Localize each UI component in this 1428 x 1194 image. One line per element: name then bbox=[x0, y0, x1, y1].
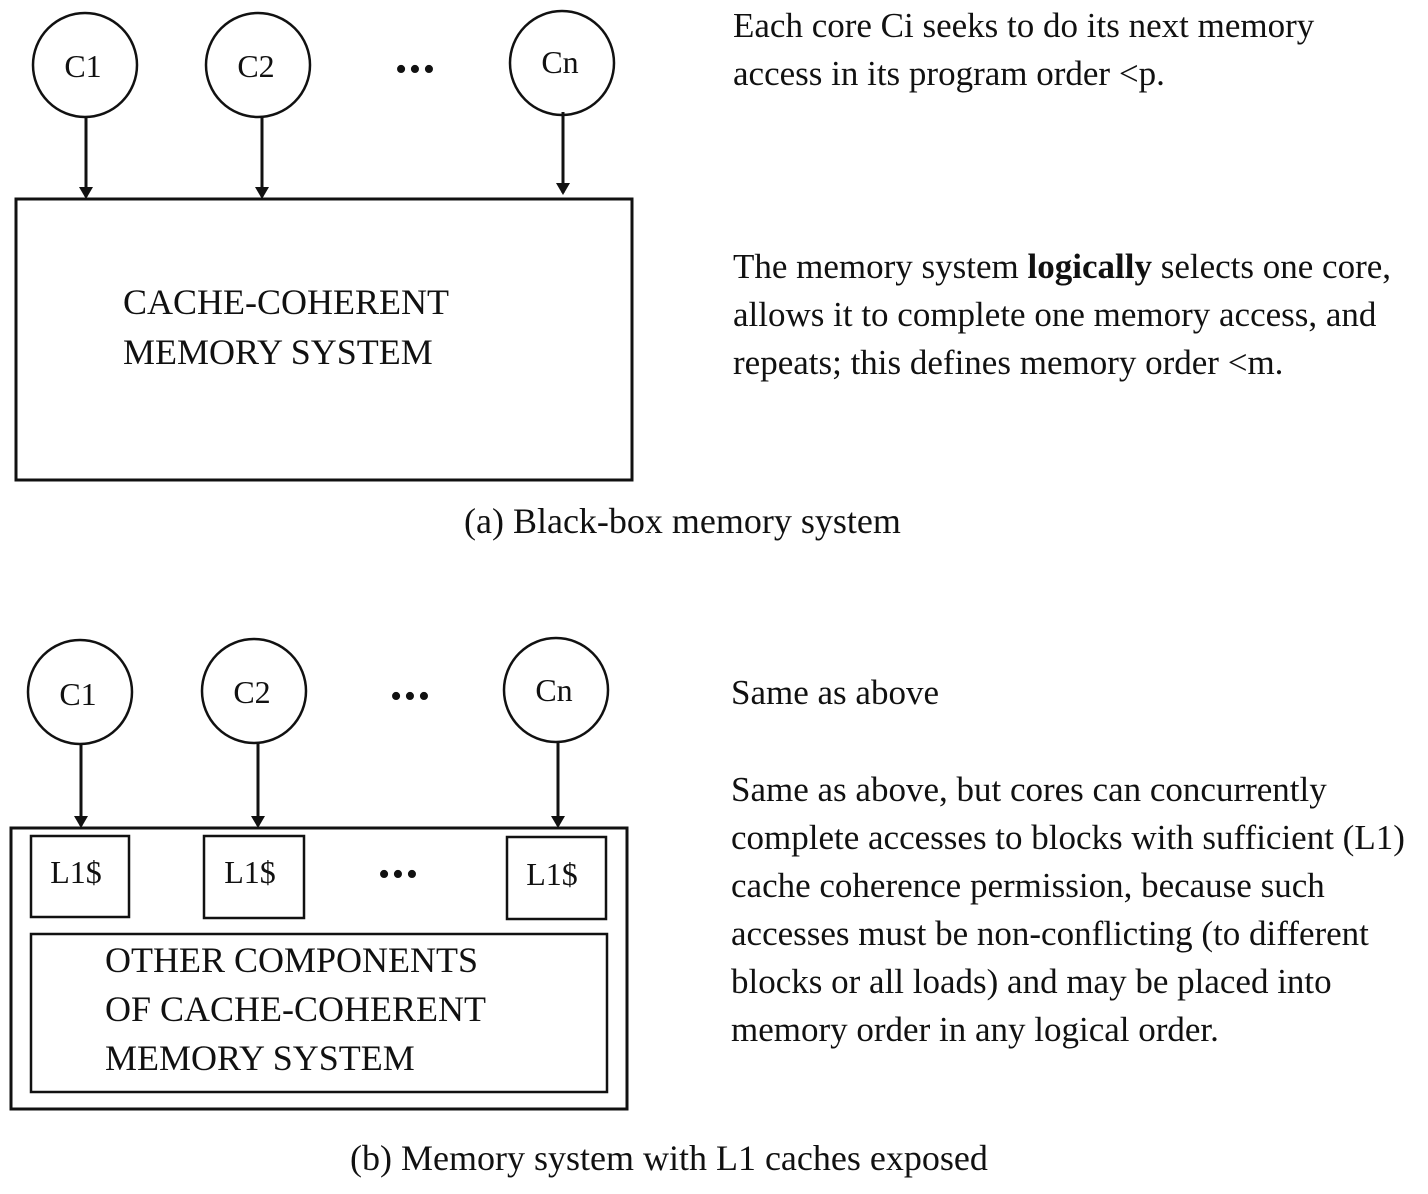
l1-cache-label: L1$ bbox=[526, 856, 578, 892]
other-box-line-2: OF CACHE-COHERENT bbox=[105, 989, 486, 1029]
core-label: C1 bbox=[59, 676, 96, 712]
panel-b: C1 C2 ••• Cn L1$ L1$ ••• bbox=[9, 636, 629, 1111]
l1-cache-label: L1$ bbox=[224, 854, 276, 890]
panel-a-description-2: The memory system logically selects one … bbox=[733, 243, 1408, 387]
core-c1-node: C1 bbox=[31, 11, 139, 119]
l1-cache-label: L1$ bbox=[50, 854, 102, 890]
panel-a-caption: (a) Black-box memory system bbox=[464, 501, 901, 541]
panel-b-caption: (b) Memory system with L1 caches exposed bbox=[350, 1138, 988, 1178]
l1-cache-1: L1$ bbox=[29, 834, 131, 919]
memory-box-line-1: CACHE-COHERENT bbox=[123, 282, 449, 322]
description-text: selects one core, allows it to complete … bbox=[733, 247, 1392, 382]
cache-coherent-memory-box: CACHE-COHERENT MEMORY SYSTEM bbox=[14, 197, 634, 482]
l1-cache-2: L1$ bbox=[202, 834, 306, 920]
core-label: Cn bbox=[541, 44, 578, 80]
memory-box-line-2: MEMORY SYSTEM bbox=[123, 332, 433, 372]
panel-b-description-1: Same as above bbox=[731, 673, 939, 712]
panel-a-description-1: Each core Ci seeks to do its next memory… bbox=[733, 6, 1315, 93]
l1-cache-n: L1$ bbox=[505, 835, 608, 921]
core-label: C1 bbox=[64, 48, 101, 84]
core-cn-node: Cn bbox=[502, 636, 610, 744]
other-box-line-3: MEMORY SYSTEM bbox=[105, 1038, 415, 1078]
core-ellipsis: ••• bbox=[390, 678, 432, 715]
core-label: Cn bbox=[535, 672, 572, 708]
other-components-box: OTHER COMPONENTS OF CACHE-COHERENT MEMOR… bbox=[29, 932, 609, 1094]
core-c2-node: C2 bbox=[204, 11, 312, 119]
panel-a: C1 C2 ••• Cn CACHE-COHERENT MEMORY SYSTE… bbox=[14, 9, 634, 482]
core-c1-node: C1 bbox=[26, 638, 134, 746]
core-ellipsis: ••• bbox=[395, 51, 437, 88]
other-box-line-1: OTHER COMPONENTS bbox=[105, 940, 478, 980]
description-text: The memory system bbox=[733, 247, 1028, 286]
description-emphasis: logically bbox=[1027, 247, 1152, 286]
memory-system-outer-box: L1$ L1$ ••• L1$ OTHER COMPONENTS OF CACH… bbox=[9, 826, 629, 1111]
core-label: C2 bbox=[237, 48, 274, 84]
panel-b-description-2: Same as above, but cores can concurrentl… bbox=[731, 770, 1405, 1049]
cache-ellipsis: ••• bbox=[378, 856, 420, 893]
core-cn-node: Cn bbox=[508, 9, 616, 117]
core-label: C2 bbox=[233, 674, 270, 710]
core-c2-node: C2 bbox=[200, 637, 308, 745]
